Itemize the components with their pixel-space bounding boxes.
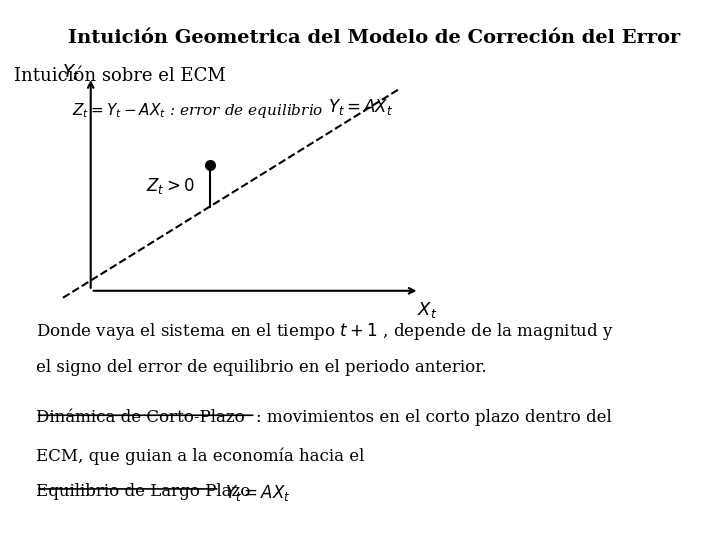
Text: Donde vaya el sistema en el tiempo $t+1$ , depende de la magnitud y: Donde vaya el sistema en el tiempo $t+1$… (36, 321, 614, 342)
Text: $X_t$: $X_t$ (417, 300, 438, 320)
Text: Equilibrio de Largo Plazo: Equilibrio de Largo Plazo (36, 483, 251, 500)
Text: el signo del error de equilibrio en el periodo anterior.: el signo del error de equilibrio en el p… (36, 360, 487, 376)
Text: $Z_t = Y_t - AX_t$ : error de equilibrio: $Z_t = Y_t - AX_t$ : error de equilibrio (72, 101, 323, 120)
Text: $Z_t > 0$: $Z_t > 0$ (146, 176, 195, 196)
Text: $Y_t = AX_t$: $Y_t = AX_t$ (220, 483, 290, 503)
Text: Intuición Geometrica del Modelo de Correción del Error: Intuición Geometrica del Modelo de Corre… (68, 29, 680, 47)
Text: $Y_t = AX_t$: $Y_t = AX_t$ (328, 97, 394, 117)
Text: Intuición sobre el ECM: Intuición sobre el ECM (14, 66, 226, 85)
Text: $Y_t$: $Y_t$ (62, 62, 80, 82)
Text: Dinámica de Corto-Plazo: Dinámica de Corto-Plazo (36, 409, 245, 426)
Text: ECM, que guian a la economía hacia el: ECM, que guian a la economía hacia el (36, 447, 364, 465)
Text: : movimientos en el corto plazo dentro del: : movimientos en el corto plazo dentro d… (256, 409, 611, 426)
